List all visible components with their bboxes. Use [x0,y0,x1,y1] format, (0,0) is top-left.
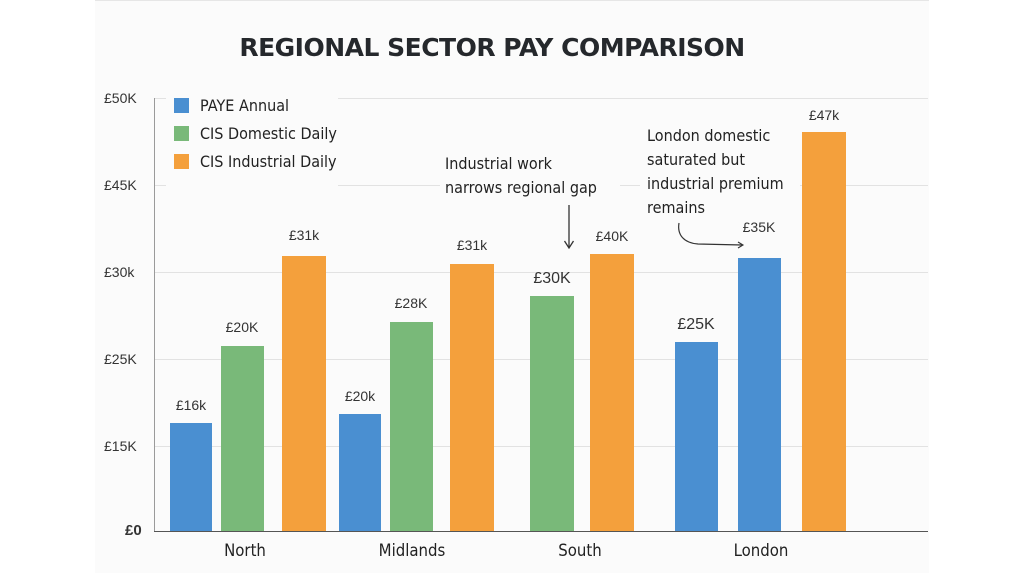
legend-label: PAYE Annual [200,96,290,115]
y-tick-label: £15K [104,438,137,454]
value-label: £16k [175,397,207,413]
legend: PAYE Annual CIS Domestic Daily CIS Indus… [166,92,338,186]
legend-item-industrial: CIS Industrial Daily [174,152,352,171]
legend-item-paye: PAYE Annual [174,96,299,115]
annotation-london: London domestic saturated but industrial… [647,126,784,217]
gridline [155,98,928,99]
bar-south-domestic [530,296,574,531]
value-label: £40K [595,228,629,244]
legend-label: CIS Industrial Daily [200,152,337,171]
y-tick-label: £0 [125,522,142,539]
value-label: £47k [808,107,840,123]
x-axis-label: North [224,541,266,561]
bar-midlands-paye [339,414,381,531]
annotation-south: Industrial work narrows regional gap [445,154,597,197]
y-tick-label: £45K [104,177,137,193]
x-axis-label: South [558,541,602,561]
bar-midlands-domestic [390,322,433,531]
bar-south-industrial [590,254,634,531]
bar-midlands-industrial [450,264,494,531]
gridline [155,272,928,273]
value-label: £20k [344,388,376,404]
bar-london-domestic [738,258,781,531]
annotation-background [640,124,800,222]
y-tick-label: £25K [104,351,137,367]
y-tick-label: £30k [104,264,135,280]
arrow-down-icon [563,205,575,249]
x-axis-label: London [733,541,789,561]
value-label: £35K [742,219,776,235]
value-label: £28K [394,295,428,311]
y-axis [154,98,155,531]
legend-item-domestic: CIS Domestic Daily [174,124,352,143]
x-axis [154,531,928,532]
chart-title: REGIONAL SECTOR PAY COMPARISON [239,33,745,62]
bar-north-paye [170,423,212,531]
value-label: £30K [533,270,571,287]
y-tick-label: £50K [104,90,137,106]
card-border [95,0,929,1]
legend-swatch [174,98,189,113]
legend-label: CIS Domestic Daily [200,124,337,143]
bar-london-industrial [802,132,846,531]
bar-london-paye [675,342,718,531]
x-axis-label: Midlands [378,541,446,561]
curved-arrow-icon [678,222,745,249]
legend-swatch [174,154,189,169]
value-label: £31k [456,237,488,253]
value-label: £25K [677,316,715,333]
value-label: £31k [288,227,320,243]
bar-north-industrial [282,256,326,531]
value-label: £20K [225,319,259,335]
annotation-background [440,150,620,202]
legend-swatch [174,126,189,141]
bar-north-domestic [221,346,264,531]
